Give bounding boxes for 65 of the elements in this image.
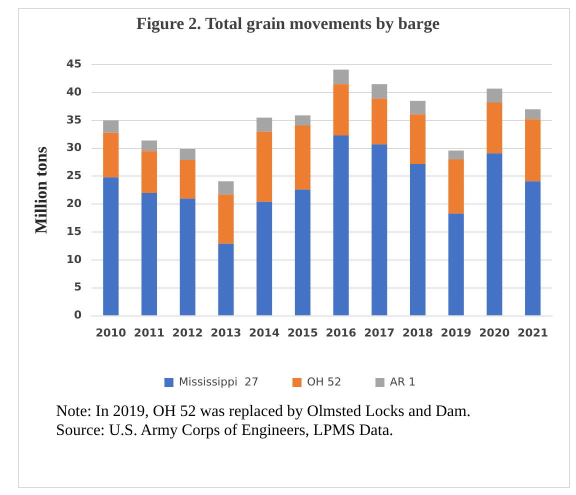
bar [448, 150, 464, 160]
bar [448, 160, 464, 214]
x-tick-label: 2016 [326, 326, 357, 340]
bar [103, 177, 119, 316]
y-tick-label: 0 [74, 308, 82, 322]
legend-label: OH 52 [307, 375, 342, 388]
bar [141, 140, 158, 152]
legend-label: Mississippi 27 [178, 375, 259, 388]
bar [180, 160, 196, 199]
bar [294, 115, 310, 126]
bar [256, 118, 272, 132]
x-tick-label: 2010 [96, 326, 127, 340]
y-axis-title: Million tons [32, 146, 51, 234]
bar [333, 84, 349, 136]
bar [103, 120, 119, 133]
y-tick-label: 45 [66, 57, 82, 70]
x-tick-label: 2019 [440, 326, 472, 340]
x-tick-label: 2015 [287, 326, 318, 340]
bar [486, 102, 502, 154]
x-tick-label: 2013 [210, 326, 242, 340]
y-tick-label: 15 [66, 224, 82, 238]
bar [180, 198, 196, 316]
bar [372, 144, 388, 316]
bar [218, 181, 234, 195]
x-tick-label: 2018 [402, 326, 434, 340]
bar [486, 153, 502, 316]
bar [294, 125, 310, 190]
x-tick-label: 2017 [364, 326, 395, 340]
bar [486, 88, 502, 103]
chart-title: Figure 2. Total grain movements by barge [135, 14, 441, 34]
bar [410, 164, 426, 316]
bar [410, 100, 426, 114]
x-tick-label: 2012 [172, 326, 203, 340]
y-tick-label: 35 [66, 113, 82, 126]
y-tick-label: 30 [66, 141, 82, 154]
source-note: Source: U.S. Army Corps of Engineers, LPMS Data. [56, 421, 394, 440]
bar [141, 192, 158, 316]
bar [372, 84, 388, 99]
bar [525, 119, 541, 182]
bar [448, 214, 464, 316]
y-tick-label: 20 [66, 197, 82, 210]
bar [141, 151, 158, 193]
text: Note: In 2019, OH 52 was replaced by Olmsted Locks and Dam. [56, 402, 472, 421]
bar [333, 135, 349, 316]
x-tick-label: 2011 [134, 326, 165, 340]
y-tick-label: 25 [66, 169, 82, 182]
x-tick-label: 2020 [479, 326, 510, 340]
bar [180, 148, 196, 160]
bar [410, 114, 426, 164]
x-tick-label: 2021 [518, 326, 548, 340]
bar [218, 194, 234, 244]
bar [256, 202, 272, 316]
y-tick-label: 10 [66, 252, 82, 266]
y-tick-label: 5 [74, 280, 82, 294]
y-tick-label: 40 [66, 85, 82, 98]
bar [294, 190, 310, 316]
legend-label: AR 1 [390, 375, 416, 388]
bar [218, 244, 234, 316]
bar [256, 132, 272, 202]
bar [525, 181, 541, 316]
bar [103, 132, 119, 178]
bar [333, 70, 349, 84]
x-tick-label: 2014 [249, 326, 280, 340]
bar [525, 109, 541, 120]
bar [372, 98, 388, 144]
